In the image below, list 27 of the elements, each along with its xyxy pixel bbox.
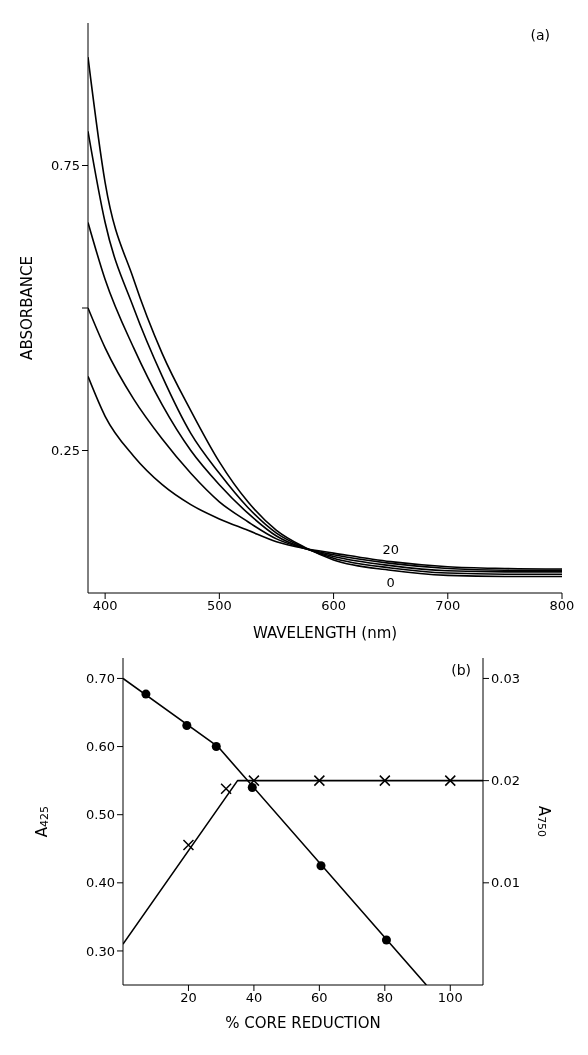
x-tick-label: 80 [376, 990, 394, 1006]
y-tick-label: 0.70 [86, 671, 115, 687]
y2-tick-label: 0.02 [491, 773, 520, 789]
x-axis-title: WAVELENGTH (nm) [252, 623, 398, 642]
x-tick-label: 800 [549, 598, 575, 614]
y-tick-label: 0.30 [86, 943, 115, 959]
x-tick-label: 600 [321, 598, 346, 614]
x-tick-label: 500 [206, 598, 232, 614]
annotation: (a) [530, 27, 550, 43]
annotation: (b) [451, 662, 471, 678]
y2-tick-label: 0.03 [491, 671, 520, 687]
y-axis-title: ABSORBANCE [17, 256, 36, 360]
y-tick-label: 0.40 [86, 875, 115, 891]
x-tick-label: 40 [245, 990, 263, 1006]
x-tick-label: 400 [92, 598, 118, 614]
y-tick-label: 0.75 [51, 158, 80, 174]
y-tick-label: 0.25 [51, 443, 80, 459]
y-tick-label: 0.50 [86, 807, 115, 823]
x-tick-label: 100 [437, 990, 463, 1006]
x-axis-title: % CORE REDUCTION [225, 1013, 381, 1032]
y-tick-label: 0.60 [86, 739, 115, 755]
y2-tick-label: 0.01 [491, 875, 520, 891]
series-label: 20 [382, 541, 399, 557]
x-tick-label: 20 [180, 990, 197, 1006]
x-tick-label: 60 [311, 990, 328, 1006]
series-label: 0 [386, 575, 395, 591]
x-tick-label: 700 [435, 598, 461, 614]
